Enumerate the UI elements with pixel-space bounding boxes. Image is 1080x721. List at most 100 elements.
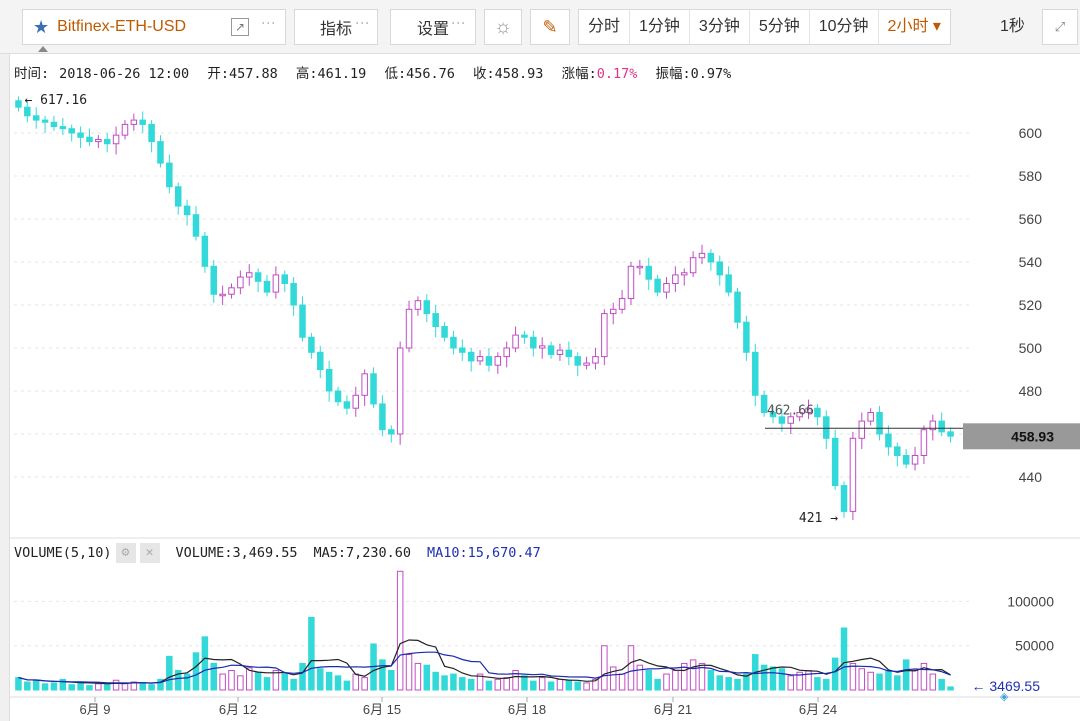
candle-body bbox=[476, 356, 484, 362]
candle-body bbox=[148, 123, 155, 143]
draw-pencil-icon[interactable]: ✎ bbox=[530, 9, 570, 45]
open-label: 开: bbox=[207, 66, 229, 82]
candle-body bbox=[530, 336, 537, 349]
volume-bar bbox=[680, 662, 688, 691]
candle-body bbox=[627, 265, 635, 300]
volume-tick-label: 100000 bbox=[1007, 593, 1054, 609]
refresh-rate[interactable]: 1秒 bbox=[1000, 18, 1025, 35]
symbol-selector[interactable]: ★ Bitfinex-ETH-USD ↗ bbox=[22, 9, 286, 45]
volume-bar bbox=[245, 667, 253, 691]
current-price-label: 458.93 bbox=[1011, 428, 1054, 444]
candle-body bbox=[920, 429, 928, 457]
fullscreen-icon[interactable]: ⤢ bbox=[1042, 9, 1078, 45]
candle-body bbox=[334, 390, 342, 403]
gear-icon[interactable]: ⚙ bbox=[115, 543, 136, 563]
candle-body bbox=[388, 429, 395, 435]
volume-bar bbox=[32, 679, 40, 691]
low-label: 低: bbox=[384, 66, 407, 82]
volume-bar bbox=[485, 680, 493, 691]
volume-bar bbox=[237, 675, 244, 691]
volume-bar bbox=[894, 675, 901, 691]
candle-body bbox=[59, 126, 67, 130]
candle-body bbox=[68, 128, 75, 134]
volume-bar bbox=[609, 666, 617, 691]
volume-bar bbox=[538, 677, 546, 691]
volume-bar bbox=[103, 684, 111, 691]
volume-bar bbox=[139, 683, 146, 691]
volume-bar bbox=[831, 657, 839, 691]
volume-bar bbox=[769, 666, 777, 691]
max-price-annotation: ← 617.16 bbox=[24, 93, 87, 108]
close-icon[interactable]: ✕ bbox=[139, 543, 160, 563]
price-tick-label: 520 bbox=[1019, 297, 1043, 313]
interval-option-3[interactable]: 5分钟 bbox=[750, 10, 810, 44]
candle-body bbox=[609, 308, 617, 315]
candle-body bbox=[831, 437, 839, 487]
candle-body bbox=[583, 362, 590, 366]
candle-body bbox=[210, 265, 217, 295]
volume-bar bbox=[183, 673, 191, 691]
candle-body bbox=[938, 420, 945, 433]
x-tick-label: 6月 15 bbox=[363, 702, 401, 717]
volume-bar bbox=[59, 678, 67, 691]
theme-sun-icon[interactable]: ☼ bbox=[484, 9, 522, 45]
candle-body bbox=[245, 272, 253, 278]
volume-bar bbox=[95, 683, 102, 691]
volume-bar bbox=[734, 678, 741, 691]
volume-bar bbox=[201, 636, 209, 691]
star-icon[interactable]: ★ bbox=[33, 16, 50, 37]
volume-bar bbox=[308, 616, 315, 691]
interval-option-1[interactable]: 1分钟 bbox=[630, 10, 690, 44]
price-tick-label: 440 bbox=[1019, 469, 1043, 485]
volume-bar bbox=[157, 678, 164, 691]
volume-bar bbox=[405, 654, 413, 691]
volume-bar bbox=[388, 670, 395, 691]
volume-bar bbox=[947, 686, 954, 691]
candle-body bbox=[352, 394, 360, 409]
candle-body bbox=[50, 121, 58, 128]
interval-option-4[interactable]: 10分钟 bbox=[810, 10, 879, 44]
interval-option-5[interactable]: 2小时 ▾ bbox=[887, 18, 941, 35]
price-tick-label: 560 bbox=[1019, 211, 1043, 227]
candle-body bbox=[219, 293, 226, 297]
volume-bar bbox=[352, 673, 360, 691]
x-tick-label: 6月 21 bbox=[654, 702, 692, 717]
horizontal-line-label: 462.66 bbox=[767, 403, 814, 418]
volume-bar bbox=[317, 668, 324, 691]
volume-value: VOLUME:3,469.55 bbox=[175, 545, 298, 561]
close-label: 收: bbox=[473, 66, 495, 82]
volume-bar bbox=[130, 681, 138, 691]
candle-body bbox=[290, 283, 297, 306]
price-tick-label: 500 bbox=[1019, 340, 1043, 356]
min-price-annotation: 421 → bbox=[799, 511, 838, 526]
price-tick-label: 540 bbox=[1019, 254, 1043, 270]
settings-button[interactable]: 设置 bbox=[390, 9, 476, 45]
volume-bar bbox=[672, 670, 679, 691]
ohlc-info: 时间: 2018-06-26 12:00 开:457.88 高:461.19 低:… bbox=[14, 62, 741, 82]
candle-body bbox=[840, 485, 848, 512]
candle-body bbox=[672, 274, 679, 284]
candle-body bbox=[814, 407, 821, 418]
candle-body bbox=[556, 349, 564, 355]
volume-bar bbox=[902, 659, 910, 691]
volume-bar bbox=[547, 681, 555, 691]
candle-body bbox=[77, 132, 84, 138]
volume-bar bbox=[423, 664, 431, 691]
amplitude-label: 振幅: bbox=[655, 66, 691, 82]
external-link-icon[interactable]: ↗ bbox=[231, 18, 249, 36]
candle-body bbox=[725, 274, 732, 293]
candle-body bbox=[645, 265, 652, 280]
interval-option-2[interactable]: 3分钟 bbox=[690, 10, 750, 44]
candle-body bbox=[192, 214, 200, 237]
indicator-button[interactable]: 指标 bbox=[294, 9, 378, 45]
candle-body bbox=[902, 455, 910, 465]
left-scrollbar[interactable] bbox=[0, 54, 10, 721]
volume-bar bbox=[689, 659, 697, 691]
volume-current-label: ← 3469.55 bbox=[972, 678, 1041, 694]
volume-bar bbox=[601, 645, 608, 691]
volume-bar bbox=[849, 662, 857, 691]
collapse-toolbar-icon[interactable] bbox=[38, 46, 48, 52]
candle-body bbox=[130, 119, 138, 125]
interval-option-0[interactable]: 分时 bbox=[579, 10, 631, 44]
